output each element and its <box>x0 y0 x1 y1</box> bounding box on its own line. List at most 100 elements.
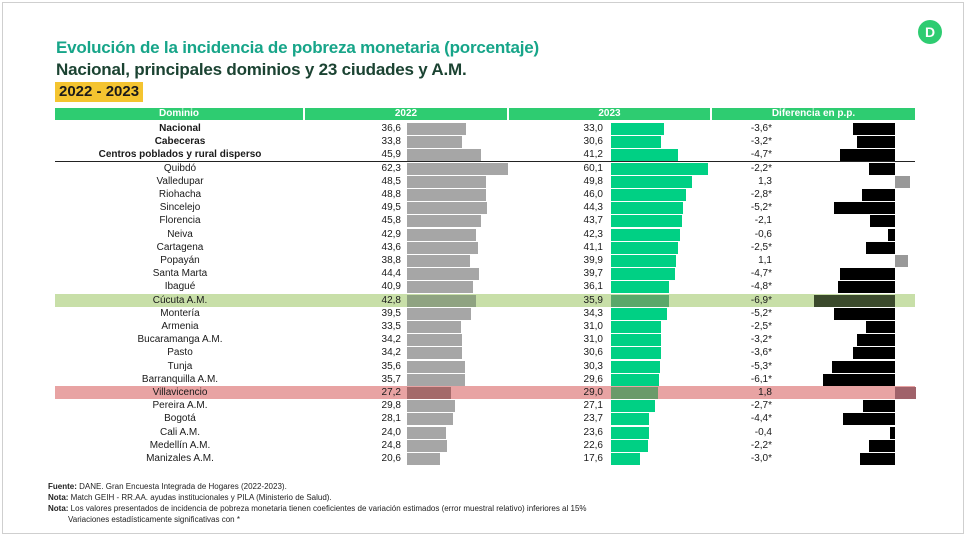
value-2022-label: 35,6 <box>381 360 401 372</box>
diff-label: -2,2* <box>750 162 772 174</box>
bar-2023 <box>611 268 676 281</box>
bar-diff <box>861 189 895 201</box>
header-diff: Diferencia en p.p. <box>712 108 915 120</box>
table-row: Cartagena 43,6 41,1 -2,5* <box>55 241 915 254</box>
diff-label: -0,4 <box>754 426 772 438</box>
dane-logo: D <box>918 20 942 44</box>
value-2023-label: 30,3 <box>583 360 603 372</box>
value-2023-label: 41,2 <box>583 149 603 161</box>
diff-label: -3,2* <box>750 334 772 346</box>
bar-diff <box>869 162 895 175</box>
domain-label: Ibagué <box>164 281 196 293</box>
chart-subtitle: Nacional, principales dominios y 23 ciud… <box>56 60 467 79</box>
note-match: Nota: Match GEIH - RR.AA. ayudas institu… <box>48 493 332 502</box>
table-row: Barranquilla A.M. 35,7 29,6 -6,1* <box>55 373 915 386</box>
diff-label: 1,3 <box>758 175 772 187</box>
diff-label: -4,8* <box>750 281 772 293</box>
diff-label: -6,1* <box>750 373 772 385</box>
value-2023-label: 43,7 <box>583 215 603 227</box>
bar-2023 <box>611 413 650 426</box>
value-2023-label: 60,1 <box>583 162 603 174</box>
bar-diff <box>895 255 908 267</box>
value-2023-label: 30,6 <box>583 136 603 148</box>
value-2023-label: 36,1 <box>583 281 603 293</box>
value-2023-label: 29,6 <box>583 373 603 385</box>
bar-2023 <box>611 360 661 373</box>
table-row: Cali A.M. 24,0 23,6 -0,4 <box>55 426 915 439</box>
diff-label: -4,4* <box>750 413 772 425</box>
note-significance: Variaciones estadísticamente significati… <box>68 515 240 524</box>
diff-label: -2,8* <box>750 189 772 200</box>
table-row: Riohacha 48,8 46,0 -2,8* <box>55 188 915 201</box>
table-row: Pereira A.M. 29,8 27,1 -2,7* <box>55 399 915 413</box>
bar-2022 <box>407 175 486 188</box>
value-2023-label: 39,9 <box>583 255 603 266</box>
table-row: Nacional 36,6 33,0 -3,6* <box>55 122 915 135</box>
domain-label: Sincelejo <box>159 202 201 214</box>
bar-2023 <box>611 321 662 333</box>
bar-2023 <box>611 162 709 175</box>
domain-label: Bucaramanga A.M. <box>137 334 223 346</box>
value-2023-label: 31,0 <box>583 334 603 346</box>
bar-2023 <box>611 281 670 294</box>
domain-label: Riohacha <box>158 189 202 200</box>
domain-label: Armenia <box>161 321 199 332</box>
bar-2022 <box>407 241 478 254</box>
bar-2023 <box>611 373 659 386</box>
value-2022-label: 44,4 <box>381 268 401 280</box>
bar-diff <box>852 123 895 135</box>
value-2022-label: 39,5 <box>381 307 401 319</box>
bar-2023 <box>611 215 682 228</box>
diff-label: -3,6* <box>750 347 772 359</box>
bar-2023 <box>611 453 640 465</box>
value-2022-label: 24,8 <box>381 439 401 451</box>
value-2023-label: 35,9 <box>583 294 603 306</box>
table-row: Neiva 42,9 42,3 -0,6 <box>55 228 915 241</box>
bar-diff <box>857 136 895 149</box>
domain-label: Popayán <box>160 255 200 266</box>
table-row: Popayán 38,8 39,9 1,1 <box>55 254 915 267</box>
bar-diff <box>843 413 895 426</box>
diff-label: -4,7* <box>750 268 772 280</box>
bar-2022 <box>407 321 462 333</box>
bar-2023 <box>611 347 661 360</box>
bar-2022 <box>407 387 452 399</box>
diff-label: 1,8 <box>758 387 772 398</box>
bar-diff <box>833 202 895 215</box>
domain-label: Valledupar <box>156 175 204 187</box>
diff-label: -2,1 <box>754 215 772 227</box>
header-domain: Dominio <box>55 108 303 120</box>
note-source: Fuente: DANE. Gran Encuesta Integrada de… <box>48 482 287 491</box>
value-2022-label: 33,5 <box>381 321 401 332</box>
value-2022-label: 35,7 <box>381 373 401 385</box>
value-2023-label: 29,0 <box>583 387 603 398</box>
value-2022-label: 33,8 <box>381 136 401 148</box>
bar-2022 <box>407 255 470 267</box>
header-2023: 2023 <box>509 108 710 120</box>
bar-2023 <box>611 189 686 201</box>
bar-2023 <box>611 307 667 320</box>
domain-label: Manizales A.M. <box>146 453 214 464</box>
bar-2022 <box>407 123 467 135</box>
domain-label: Tunja <box>167 360 193 372</box>
bar-2022 <box>407 149 482 162</box>
bar-2023 <box>611 400 655 413</box>
value-2023-label: 31,0 <box>583 321 603 332</box>
value-2023-label: 23,7 <box>583 413 603 425</box>
bar-diff <box>833 307 895 320</box>
bar-diff <box>857 334 895 347</box>
table-row: Pasto 34,2 30,6 -3,6* <box>55 346 915 360</box>
table-row: Bogotá 28,1 23,7 -4,4* <box>55 412 915 426</box>
value-2022-label: 45,8 <box>381 215 401 227</box>
value-2023-label: 23,6 <box>583 426 603 438</box>
bar-diff <box>869 439 895 452</box>
value-2022-label: 45,9 <box>381 149 401 161</box>
aggregates-separator <box>55 161 915 163</box>
bar-2023 <box>611 136 661 149</box>
bar-2022 <box>407 453 441 465</box>
diff-label: 1,1 <box>758 255 772 266</box>
bar-2023 <box>611 202 683 215</box>
value-2022-label: 48,8 <box>381 189 401 200</box>
bar-2022 <box>407 307 471 320</box>
